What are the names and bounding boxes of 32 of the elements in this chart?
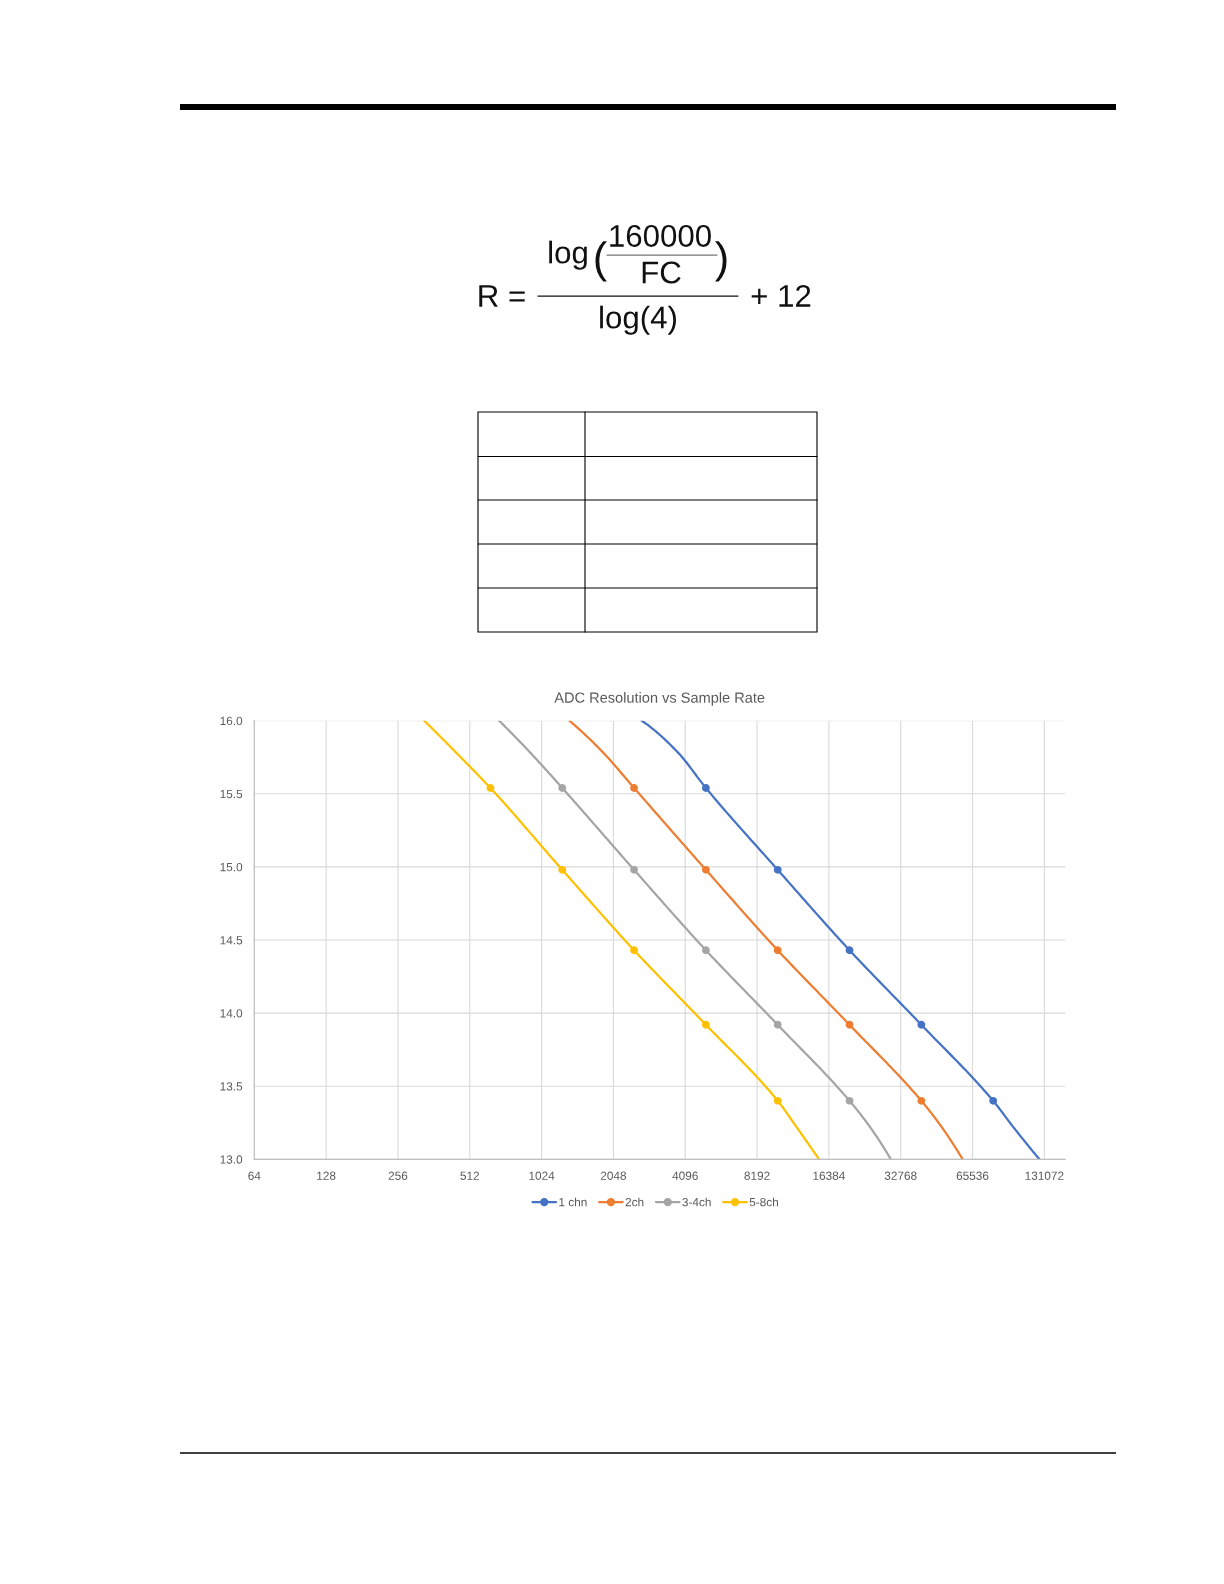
text: + 12 bbox=[751, 284, 811, 307]
x-tick-label: 2048 bbox=[600, 1171, 627, 1180]
y-tick-label: 13.5 bbox=[220, 1082, 243, 1091]
x-tick-label: 8192 bbox=[744, 1171, 770, 1180]
text: ) bbox=[715, 241, 727, 282]
legend-label: 3-4ch bbox=[682, 1197, 711, 1207]
y-tick-label: 15.5 bbox=[220, 789, 243, 799]
x-tick-label: 16384 bbox=[813, 1171, 845, 1180]
text: log(4) bbox=[600, 305, 677, 335]
legend-label: 2ch bbox=[625, 1197, 644, 1207]
x-tick-label: 32768 bbox=[884, 1171, 917, 1180]
text: FC bbox=[642, 261, 681, 284]
x-tick-label: 512 bbox=[460, 1171, 480, 1180]
y-tick-label: 15.0 bbox=[220, 862, 243, 872]
text: ( bbox=[595, 241, 607, 282]
y-tick-label: 16.0 bbox=[220, 716, 243, 726]
x-tick-label: 64 bbox=[248, 1171, 261, 1180]
text: 160000 bbox=[610, 224, 711, 248]
text: log bbox=[549, 240, 587, 270]
legend-label: 5-8ch bbox=[749, 1197, 778, 1207]
legend-label: 1 chn bbox=[559, 1197, 587, 1207]
x-tick-label: 131072 bbox=[1025, 1171, 1064, 1180]
x-tick-label: 65536 bbox=[956, 1171, 989, 1180]
x-tick-label: 1024 bbox=[529, 1171, 555, 1180]
y-tick-label: 14.0 bbox=[220, 1009, 243, 1018]
y-tick-label: 13.0 bbox=[220, 1155, 243, 1164]
chart-title: ADC Resolution vs Sample Rate bbox=[554, 692, 765, 706]
y-tick-label: 14.5 bbox=[220, 936, 243, 945]
x-tick-label: 4096 bbox=[672, 1171, 698, 1180]
x-tick-label: 128 bbox=[317, 1171, 336, 1180]
text: R = bbox=[479, 285, 525, 307]
x-tick-label: 256 bbox=[388, 1171, 408, 1180]
